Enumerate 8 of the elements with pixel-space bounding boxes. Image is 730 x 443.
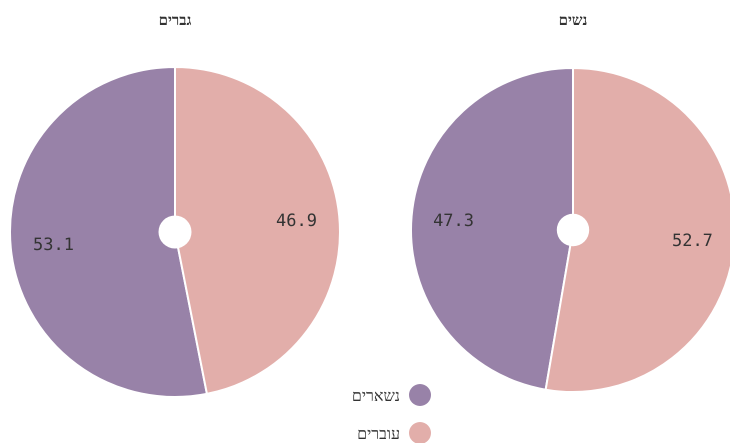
legend-label: נשארים [352,386,400,405]
data-label: 52.7 [672,231,713,252]
data-label: 53.1 [33,234,74,255]
chart-title: גברים [158,11,192,29]
legend-label: עוברים [357,424,400,443]
data-label: 47.3 [433,210,474,231]
chart-title: נשים [558,11,588,29]
data-label: 46.9 [276,211,317,232]
